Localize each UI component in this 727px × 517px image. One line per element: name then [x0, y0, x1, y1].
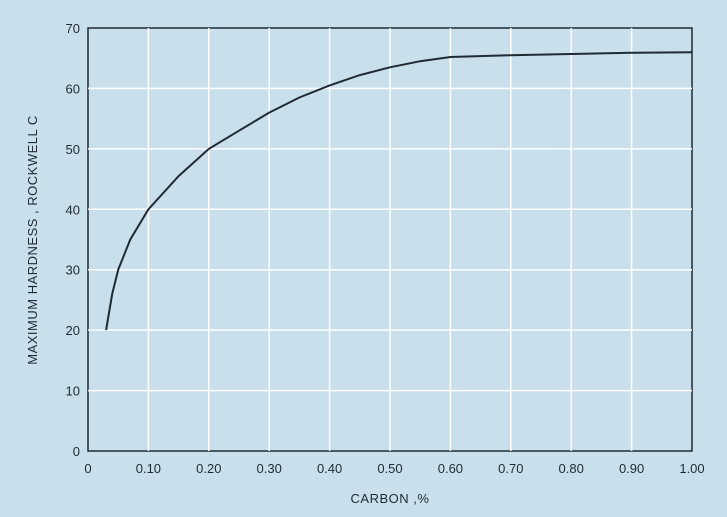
y-axis-label: MAXIMUM HARDNESS , ROCKWELL C [25, 115, 40, 365]
y-tick-label: 40 [66, 202, 80, 217]
y-tick-label: 50 [66, 142, 80, 157]
x-tick-label: 1.00 [679, 461, 704, 476]
x-tick-label: 0.30 [257, 461, 282, 476]
x-tick-label: 0.60 [438, 461, 463, 476]
y-tick-label: 30 [66, 263, 80, 278]
hardness-curve [105, 51, 693, 331]
x-tick-label: 0 [84, 461, 91, 476]
y-tick-label: 70 [66, 21, 80, 36]
grid [88, 28, 692, 451]
x-axis-label: CARBON ,% [351, 491, 430, 506]
y-tick-labels: 0 10 20 30 40 50 60 70 [66, 21, 80, 459]
x-tick-label: 0.40 [317, 461, 342, 476]
y-tick-label: 20 [66, 323, 80, 338]
x-tick-labels: 0 0.10 0.20 0.30 0.40 0.50 0.60 0.70 0.80 0.90 1.0… [84, 461, 704, 476]
x-tick-label: 0.50 [377, 461, 402, 476]
x-tick-label: 0.90 [619, 461, 644, 476]
x-tick-label: 0.80 [559, 461, 584, 476]
y-tick-label: 0 [73, 444, 80, 459]
x-tick-label: 0.70 [498, 461, 523, 476]
x-tick-label: 0.10 [136, 461, 161, 476]
y-tick-label: 10 [66, 384, 80, 399]
x-tick-label: 0.20 [196, 461, 221, 476]
y-tick-label: 60 [66, 81, 80, 96]
